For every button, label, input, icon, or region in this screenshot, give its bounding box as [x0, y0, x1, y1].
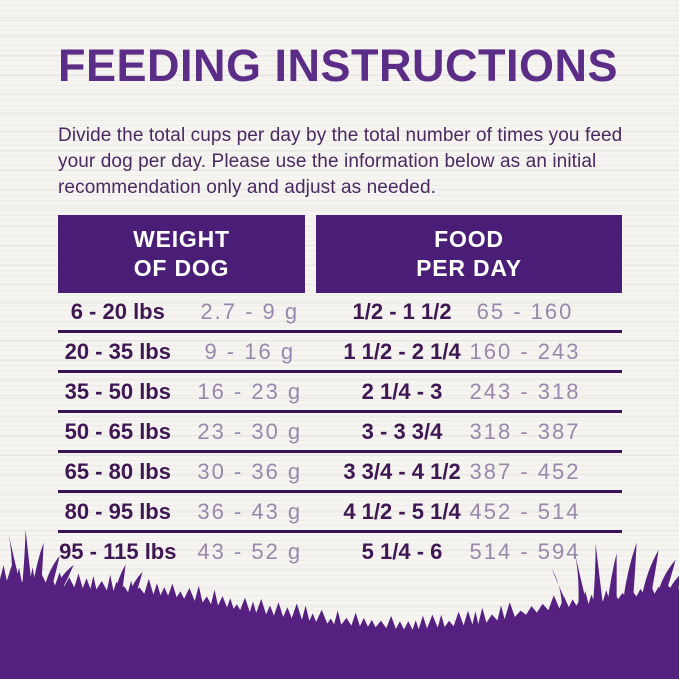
cups-cell: 4 1/2 - 5 1/4	[343, 498, 461, 524]
cups-cell: 1 1/2 - 2 1/4	[343, 338, 461, 364]
grams-cell: 30 - 36 g	[197, 458, 303, 484]
grams-cell: 9 - 16 g	[204, 338, 296, 364]
cups-cell: 3 - 3 3/4	[361, 418, 443, 444]
header-food-per-day: FOOD PER DAY	[316, 215, 622, 294]
table-header: WEIGHT OF DOG FOOD PER DAY	[58, 215, 622, 294]
feeding-table: WEIGHT OF DOG FOOD PER DAY 6 - 20 lbs 2.…	[58, 215, 622, 571]
header-weight-of-dog: WEIGHT OF DOG	[58, 215, 305, 294]
grams-per-day-cell: 65 - 160	[476, 298, 574, 324]
weight-cell: 20 - 35 lbs	[64, 338, 171, 364]
grams-per-day-cell: 243 - 318	[469, 378, 581, 404]
grams-per-day-cell: 387 - 452	[469, 458, 581, 484]
table-row: 95 - 115 lbs 43 - 52 g 5 1/4 - 6 514 - 5…	[58, 533, 622, 571]
cups-cell: 1/2 - 1 1/2	[352, 298, 452, 324]
weight-cell: 50 - 65 lbs	[64, 418, 171, 444]
table-row: 35 - 50 lbs 16 - 23 g 2 1/4 - 3 243 - 31…	[58, 373, 622, 414]
grams-per-day-cell: 318 - 387	[469, 418, 581, 444]
header-weight-line1: WEIGHT	[133, 225, 230, 252]
grams-cell: 2.7 - 9 g	[200, 298, 300, 324]
table-row: 65 - 80 lbs 30 - 36 g 3 3/4 - 4 1/2 387 …	[58, 453, 622, 494]
grams-per-day-cell: 514 - 594	[469, 539, 581, 565]
header-food-line2: PER DAY	[416, 255, 522, 282]
grams-cell: 23 - 30 g	[197, 418, 303, 444]
grams-cell: 36 - 43 g	[197, 498, 303, 524]
grams-cell: 16 - 23 g	[197, 378, 303, 404]
cups-cell: 3 3/4 - 4 1/2	[343, 458, 461, 484]
table-row: 80 - 95 lbs 36 - 43 g 4 1/2 - 5 1/4 452 …	[58, 493, 622, 534]
grams-cell: 43 - 52 g	[197, 539, 303, 565]
cups-cell: 5 1/4 - 6	[361, 539, 443, 565]
weight-cell: 6 - 20 lbs	[70, 298, 165, 324]
table-row: 6 - 20 lbs 2.7 - 9 g 1/2 - 1 1/2 65 - 16…	[58, 293, 622, 334]
weight-cell: 35 - 50 lbs	[64, 378, 171, 404]
table-row: 20 - 35 lbs 9 - 16 g 1 1/2 - 2 1/4 160 -…	[58, 333, 622, 374]
grams-per-day-cell: 452 - 514	[469, 498, 581, 524]
page-title: FEEDING INSTRUCTIONS	[58, 40, 619, 91]
grams-per-day-cell: 160 - 243	[469, 338, 581, 364]
weight-cell: 80 - 95 lbs	[64, 498, 171, 524]
weight-cell: 95 - 115 lbs	[59, 539, 177, 565]
weight-cell: 65 - 80 lbs	[64, 458, 171, 484]
header-weight-line2: OF DOG	[133, 255, 230, 282]
cups-cell: 2 1/4 - 3	[361, 378, 443, 404]
header-food-line1: FOOD	[434, 225, 504, 252]
table-row: 50 - 65 lbs 23 - 30 g 3 - 3 3/4 318 - 38…	[58, 413, 622, 454]
intro-text: Divide the total cups per day by the tot…	[58, 125, 623, 199]
